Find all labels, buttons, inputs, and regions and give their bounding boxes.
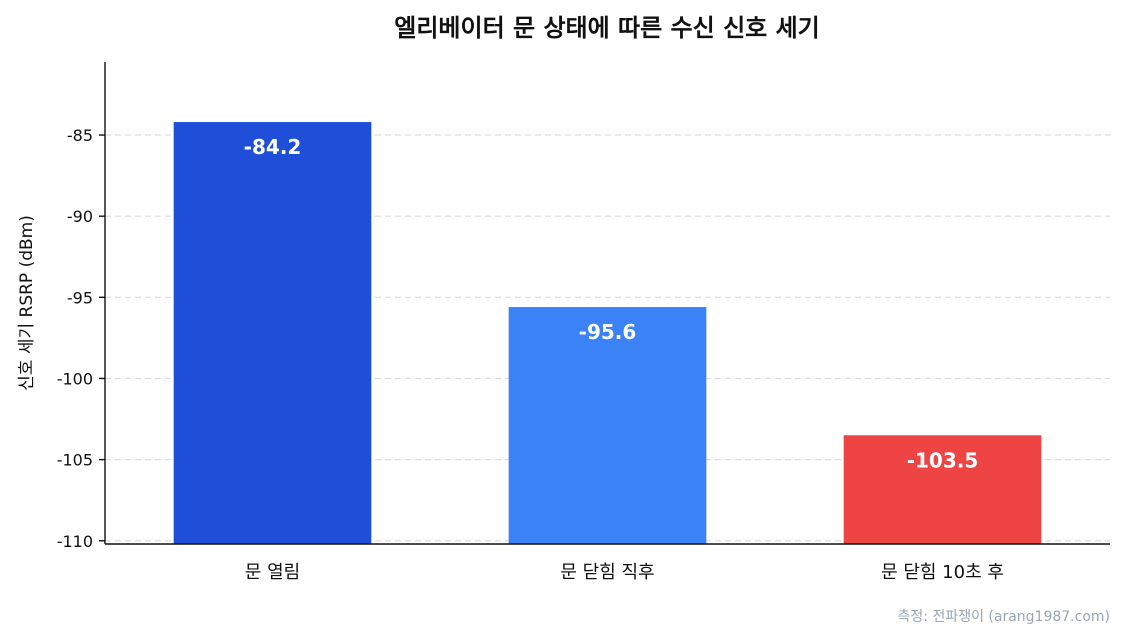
chart-title: 엘리베이터 문 상태에 따른 수신 신호 세기 [394,14,820,42]
bar [843,435,1042,544]
y-tick-label: -105 [57,451,93,470]
y-tick-label: -100 [57,369,93,388]
data-label: -95.6 [579,320,637,344]
y-tick-label: -85 [67,126,93,145]
y-tick-label: -95 [67,288,93,307]
bar [173,122,372,545]
bars [173,122,1042,545]
x-category-labels: 문 열림 문 닫힘 직후 문 닫힘 10초 후 [245,562,1004,583]
data-label: -103.5 [907,448,979,472]
y-axis-title: 신호 세기 RSRP (dBm) [17,215,37,391]
y-tick-label: -110 [57,532,93,551]
data-labels: -84.2 -95.6 -103.5 [244,135,979,472]
y-tick-labels: -85 -90 -95 -100 -105 -110 [57,126,93,551]
x-category-label: 문 열림 [245,562,300,583]
axes [99,62,1110,545]
source-note: 측정: 전파쟁이 (arang1987.com) [898,609,1110,625]
bar [508,307,707,544]
x-category-label: 문 닫힘 10초 후 [881,562,1004,583]
data-label: -84.2 [244,135,302,159]
y-tick-label: -90 [67,207,93,226]
x-category-label: 문 닫힘 직후 [560,562,654,583]
